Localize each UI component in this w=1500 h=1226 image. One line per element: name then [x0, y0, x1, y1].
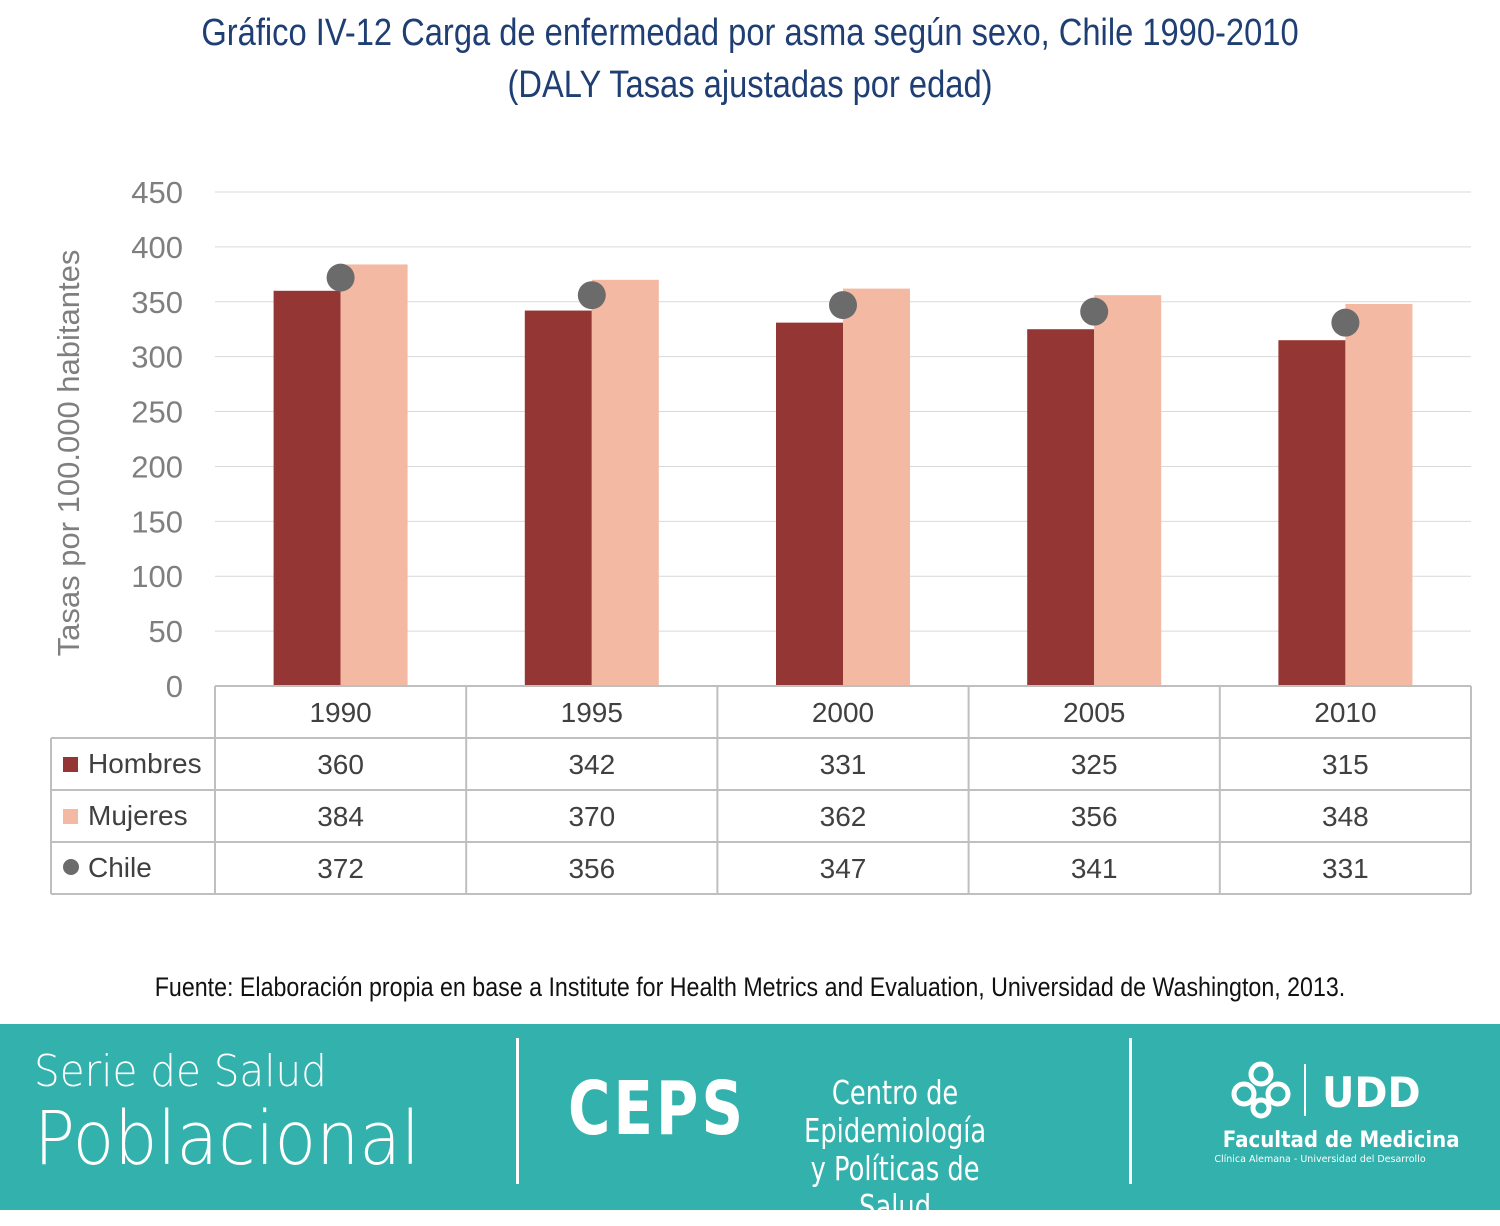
udd-logo-text: UDD	[1322, 1068, 1421, 1117]
faculty-name: Facultad de Medicina	[1222, 1128, 1460, 1153]
data-table-value: 360	[317, 749, 364, 780]
data-table-value: 372	[317, 853, 364, 884]
footer-divider	[1129, 1038, 1132, 1184]
ceps-logo-text: CEPS	[568, 1066, 747, 1152]
bar-mujeres	[591, 279, 659, 686]
data-table-value: 384	[317, 801, 364, 832]
data-table-value: 331	[820, 749, 867, 780]
data-table-value: 342	[568, 749, 615, 780]
data-table-value: 356	[1071, 801, 1118, 832]
data-table-value: 331	[1322, 853, 1369, 884]
data-table-value: 315	[1322, 749, 1369, 780]
bar-mujeres	[843, 288, 910, 686]
serie-title-line1: Serie de Salud	[34, 1046, 327, 1097]
marker-chile	[577, 281, 606, 310]
marker-chile	[1331, 308, 1360, 337]
x-tick-label: 2005	[1063, 697, 1125, 728]
bar-mujeres	[340, 264, 408, 686]
udd-crest-icon	[1231, 1061, 1291, 1119]
data-table-value: 341	[1071, 853, 1118, 884]
serie-title-line2: Poblacional	[34, 1096, 420, 1182]
legend-swatch-chile	[63, 859, 79, 875]
footer-banner: Serie de Salud Poblacional CEPS Centro d…	[0, 1024, 1500, 1226]
y-tick-label: 350	[131, 285, 183, 320]
legend-swatch-hombres	[63, 757, 78, 772]
chart-subtitle: (DALY Tasas ajustadas por edad)	[507, 64, 993, 106]
legend-label: Chile	[88, 852, 152, 883]
x-tick-label: 1995	[561, 697, 623, 728]
legend-label: Mujeres	[88, 800, 188, 831]
legend-label: Hombres	[88, 748, 202, 779]
udd-logo-divider	[1304, 1064, 1306, 1116]
y-tick-label: 0	[166, 669, 183, 704]
y-tick-label: 250	[131, 395, 183, 430]
y-tick-label: 400	[131, 230, 183, 265]
x-tick-label: 1990	[309, 697, 371, 728]
bar-hombres	[273, 290, 341, 686]
faculty-affiliation: Clínica Alemana - Universidad del Desarr…	[1214, 1154, 1426, 1165]
data-table-value: 348	[1322, 801, 1369, 832]
marker-chile	[1080, 297, 1109, 326]
y-tick-label: 450	[131, 175, 183, 210]
x-tick-label: 2000	[812, 697, 874, 728]
y-axis-label: Tasas por 100.000 habitantes	[51, 250, 86, 657]
y-tick-label: 150	[131, 504, 183, 539]
data-table-value: 347	[820, 853, 867, 884]
data-table-value: 362	[820, 801, 867, 832]
ceps-center-line2: y Políticas de Salud	[810, 1149, 980, 1226]
bar-hombres	[1027, 329, 1095, 686]
bar-mujeres	[1094, 295, 1162, 686]
marker-chile	[326, 263, 355, 292]
footer-divider	[516, 1038, 519, 1184]
y-tick-label: 100	[131, 559, 183, 594]
y-tick-label: 200	[131, 449, 183, 484]
chart-area: 0 50 100 150 200 250 300 350 400 450 Tasas por 100…	[50, 175, 1472, 895]
ceps-center-name: Centro de Epidemiología y Políticas de S…	[782, 1074, 1008, 1226]
y-tick-label: 50	[149, 614, 183, 649]
data-table-value: 325	[1071, 749, 1118, 780]
bar-mujeres	[1345, 303, 1413, 686]
source-note: Fuente: Elaboración propia en base a Ins…	[154, 972, 1346, 1002]
data-table-value: 370	[568, 801, 615, 832]
bar-hombres	[776, 322, 843, 686]
legend-swatch-mujeres	[63, 809, 78, 824]
bar-hombres	[524, 310, 592, 686]
data-table-value: 356	[568, 853, 615, 884]
bar-hombres	[1278, 340, 1346, 686]
x-tick-label: 2010	[1314, 697, 1376, 728]
ceps-center-line1: Centro de Epidemiología	[804, 1073, 987, 1150]
y-tick-label: 300	[131, 340, 183, 375]
marker-chile	[829, 291, 857, 320]
chart-title: Gráfico IV-12 Carga de enfermedad por as…	[201, 12, 1299, 54]
